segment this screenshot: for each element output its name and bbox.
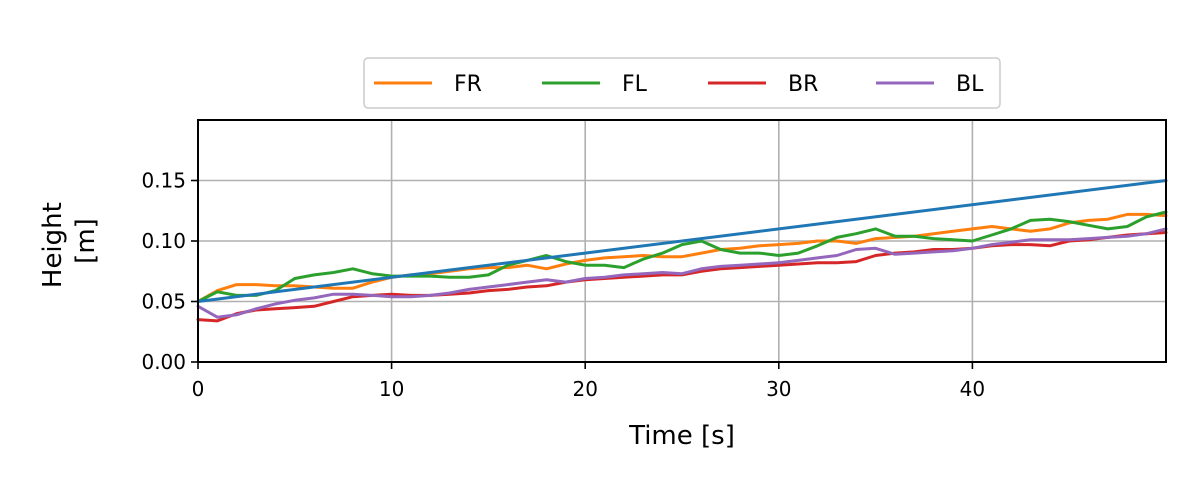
series-fr-line [196,212,1168,303]
reference-line [196,179,1168,303]
x-tick-label: 0 [192,377,205,401]
y-tick-label: 0.15 [141,169,186,193]
ticks: 0 10 20 30 40 0.00 0.05 0.10 0.15 [141,169,985,402]
series-fl-line [196,210,1168,303]
x-tick-label: 20 [572,377,597,401]
x-tick-label: 30 [766,377,791,401]
y-tick-label: 0.00 [141,350,186,374]
legend-label-fl: FL [622,72,648,97]
legend-label-fr: FR [454,72,482,97]
x-tick-label: 10 [379,377,404,401]
series-bl-line [196,227,1168,319]
legend-label-br: BR [788,72,818,97]
y-axis-title: Height [m] [38,194,101,288]
y-tick-label: 0.05 [141,290,186,314]
legend-box [363,57,1001,109]
x-tick-label: 40 [960,377,985,401]
x-axis-title: Time [s] [628,421,735,451]
legend: FR FL BR BL [363,57,1001,109]
y-axis-title-line-1: Height [38,202,68,288]
y-axis-title-line-2: [m] [71,218,101,264]
legend-label-bl: BL [956,72,984,97]
series-layer [196,179,1168,323]
y-tick-label: 0.10 [141,229,186,253]
